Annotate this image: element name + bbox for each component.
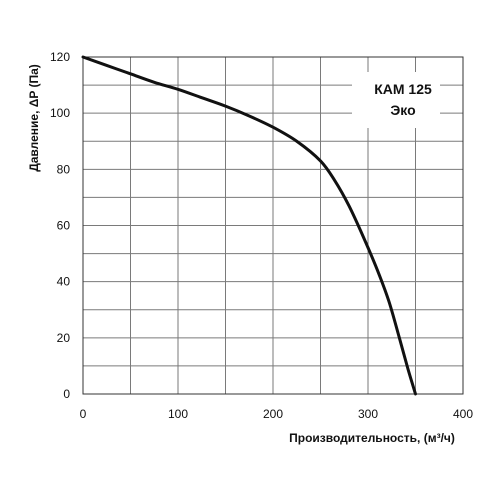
y-axis-title: Давление, ΔP (Па) (27, 64, 41, 172)
model-label-background (352, 72, 440, 128)
plot-frame (82, 56, 464, 395)
x-tick-label: 400 (453, 407, 473, 421)
y-tick-label: 80 (57, 162, 71, 176)
x-tick-label: 0 (80, 407, 87, 421)
performance-curve (81, 55, 417, 396)
y-tick-label: 120 (50, 50, 70, 64)
x-axis-title: Производительность, (м³/ч) (289, 431, 455, 445)
y-tick-label: 100 (50, 106, 70, 120)
y-tick-label: 40 (57, 275, 71, 289)
y-tick-label: 20 (57, 331, 71, 345)
tick-labels: 0 100 200 300 400 0 20 40 60 80 100 120 (50, 50, 473, 421)
series-layer (81, 55, 417, 396)
x-tick-label: 100 (168, 407, 188, 421)
y-tick-label: 60 (57, 219, 71, 233)
model-label-line2: Эко (390, 102, 415, 118)
x-tick-label: 300 (358, 407, 378, 421)
model-label-line1: КАМ 125 (374, 81, 432, 97)
y-tick-label: 0 (63, 387, 70, 401)
x-tick-label: 200 (263, 407, 283, 421)
